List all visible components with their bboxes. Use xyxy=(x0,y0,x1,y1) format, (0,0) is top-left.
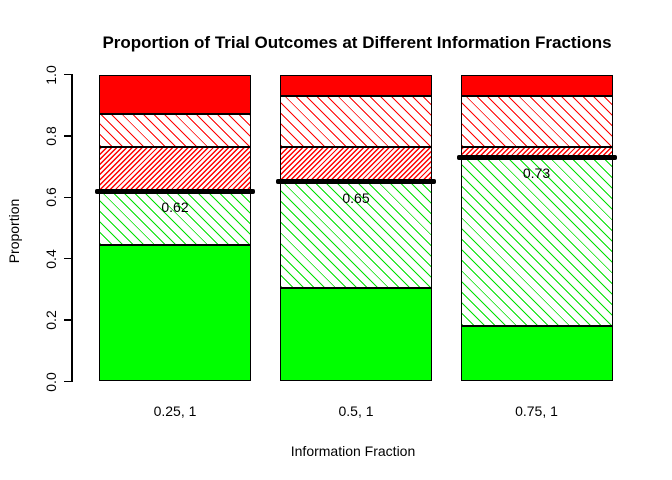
y-tick-label: 0.0 xyxy=(43,371,59,392)
y-tick-label: 1.0 xyxy=(43,64,59,85)
y-tick-label: 0.4 xyxy=(43,248,59,269)
bar-segment-hatched-red-segment xyxy=(99,114,251,147)
bar-segment-solid-green-segment xyxy=(460,326,613,382)
y-axis-tick xyxy=(64,257,71,260)
y-tick-label: 0.2 xyxy=(43,310,59,330)
threshold-line xyxy=(276,179,436,185)
threshold-value-label: 0.65 xyxy=(342,189,370,206)
bar-segment-solid-red-segment xyxy=(99,74,251,115)
bar-segment-hatched-red-segment xyxy=(280,95,432,147)
bar-segment-solid-green-segment xyxy=(280,287,432,382)
chart-title: Proportion of Trial Outcomes at Differen… xyxy=(102,33,612,52)
bar-segment-hatched-green-segment xyxy=(99,191,251,245)
bar-segment-hatched-green-segment xyxy=(460,157,613,327)
y-axis-tick xyxy=(64,135,71,137)
threshold-line xyxy=(456,154,617,160)
y-axis-tick xyxy=(64,196,71,199)
threshold-line xyxy=(95,188,255,194)
x-axis-title: Information Fraction xyxy=(290,443,416,459)
bar-segment-hatched-red-segment xyxy=(460,95,613,147)
bar-segment-dense-hatched-red-segment xyxy=(99,146,251,192)
y-tick-label: 0.6 xyxy=(43,187,59,208)
bar-segment-solid-red-segment xyxy=(280,74,432,96)
x-tick-label: 0.25, 1 xyxy=(153,403,197,419)
threshold-value-label: 0.73 xyxy=(522,165,551,182)
y-axis-tick xyxy=(64,319,71,321)
y-axis-tick xyxy=(64,73,71,76)
x-tick-label: 0.75, 1 xyxy=(515,403,558,419)
bar-segment-hatched-green-segment xyxy=(280,181,432,288)
y-tick-label: 0.8 xyxy=(43,126,59,146)
bar-segment-solid-red-segment xyxy=(460,74,613,96)
x-tick-label: 0.5, 1 xyxy=(338,403,374,419)
threshold-value-label: 0.62 xyxy=(161,199,189,216)
bar-segment-dense-hatched-red-segment xyxy=(280,146,432,182)
y-axis-tick xyxy=(64,380,71,383)
bar-segment-solid-green-segment xyxy=(99,244,251,382)
y-axis-line xyxy=(71,74,73,382)
